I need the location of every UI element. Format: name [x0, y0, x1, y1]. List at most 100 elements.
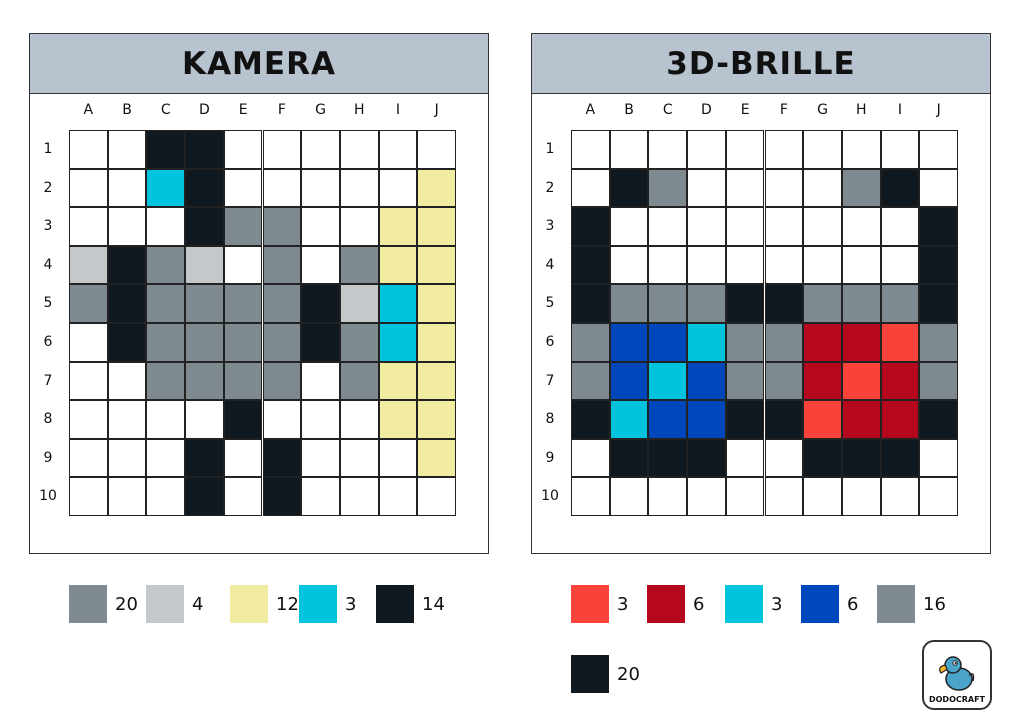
grid-cell-H6[interactable]: [841, 323, 881, 362]
grid-cell-A6[interactable]: [69, 323, 108, 362]
grid-cell-I4[interactable]: [880, 245, 920, 285]
grid-cell-G5[interactable]: [803, 284, 842, 323]
grid-cell-I5[interactable]: [880, 284, 920, 323]
grid-cell-D10[interactable]: [687, 477, 726, 516]
grid-cell-A2[interactable]: [571, 168, 610, 208]
grid-cell-B8[interactable]: [609, 400, 649, 439]
grid-cell-E5[interactable]: [223, 284, 263, 323]
grid-cell-G9[interactable]: [803, 438, 842, 478]
grid-cell-J3[interactable]: [417, 207, 456, 246]
grid-cell-I1[interactable]: [378, 130, 418, 169]
grid-cell-J9[interactable]: [417, 438, 456, 478]
grid-cell-F7[interactable]: [262, 361, 302, 401]
grid-cell-H2[interactable]: [841, 168, 881, 208]
grid-cell-C3[interactable]: [648, 207, 688, 246]
grid-cell-I9[interactable]: [378, 438, 418, 478]
grid-cell-A6[interactable]: [571, 323, 610, 362]
grid-cell-C8[interactable]: [648, 400, 688, 439]
grid-cell-A9[interactable]: [69, 438, 108, 478]
grid-cell-B3[interactable]: [107, 207, 147, 246]
grid-cell-G10[interactable]: [803, 477, 842, 516]
grid-cell-H2[interactable]: [339, 168, 379, 208]
grid-cell-I4[interactable]: [378, 245, 418, 285]
grid-cell-B1[interactable]: [609, 130, 649, 169]
grid-cell-C9[interactable]: [146, 438, 186, 478]
grid-cell-A4[interactable]: [571, 245, 610, 285]
grid-cell-F1[interactable]: [262, 130, 302, 169]
grid-cell-G3[interactable]: [803, 207, 842, 246]
grid-cell-G8[interactable]: [301, 400, 340, 439]
grid-cell-F6[interactable]: [262, 323, 302, 362]
grid-cell-D7[interactable]: [185, 361, 224, 401]
grid-cell-I6[interactable]: [880, 323, 920, 362]
grid-cell-A7[interactable]: [571, 361, 610, 401]
grid-cell-D1[interactable]: [687, 130, 726, 169]
grid-cell-G6[interactable]: [803, 323, 842, 362]
grid-cell-B5[interactable]: [107, 284, 147, 323]
grid-cell-F4[interactable]: [764, 245, 804, 285]
grid-cell-E3[interactable]: [223, 207, 263, 246]
grid-cell-G7[interactable]: [301, 361, 340, 401]
grid-cell-F8[interactable]: [764, 400, 804, 439]
grid-cell-A9[interactable]: [571, 438, 610, 478]
grid-cell-G1[interactable]: [803, 130, 842, 169]
grid-cell-H9[interactable]: [841, 438, 881, 478]
grid-cell-C4[interactable]: [146, 245, 186, 285]
grid-cell-A3[interactable]: [69, 207, 108, 246]
grid-cell-C4[interactable]: [648, 245, 688, 285]
grid-cell-F8[interactable]: [262, 400, 302, 439]
grid-cell-B10[interactable]: [107, 477, 147, 516]
grid-cell-J2[interactable]: [417, 168, 456, 208]
grid-cell-C9[interactable]: [648, 438, 688, 478]
grid-cell-C5[interactable]: [146, 284, 186, 323]
grid-cell-D8[interactable]: [185, 400, 224, 439]
grid-cell-F1[interactable]: [764, 130, 804, 169]
grid-cell-I3[interactable]: [880, 207, 920, 246]
grid-cell-E2[interactable]: [725, 168, 765, 208]
grid-cell-C6[interactable]: [146, 323, 186, 362]
grid-cell-B5[interactable]: [609, 284, 649, 323]
grid-cell-G4[interactable]: [301, 245, 340, 285]
grid-cell-F5[interactable]: [764, 284, 804, 323]
grid-cell-J6[interactable]: [919, 323, 958, 362]
grid-cell-G8[interactable]: [803, 400, 842, 439]
grid-cell-H8[interactable]: [339, 400, 379, 439]
grid-cell-F10[interactable]: [764, 477, 804, 516]
grid-cell-D9[interactable]: [687, 438, 726, 478]
grid-cell-H7[interactable]: [339, 361, 379, 401]
grid-cell-F9[interactable]: [262, 438, 302, 478]
grid-cell-H6[interactable]: [339, 323, 379, 362]
grid-cell-D4[interactable]: [185, 245, 224, 285]
grid-cell-F7[interactable]: [764, 361, 804, 401]
grid-cell-D2[interactable]: [185, 168, 224, 208]
grid-cell-J4[interactable]: [919, 245, 958, 285]
grid-cell-E5[interactable]: [725, 284, 765, 323]
grid-cell-B6[interactable]: [107, 323, 147, 362]
grid-cell-J1[interactable]: [919, 130, 958, 169]
grid-cell-E7[interactable]: [223, 361, 263, 401]
grid-cell-F2[interactable]: [764, 168, 804, 208]
grid-cell-F6[interactable]: [764, 323, 804, 362]
grid-cell-H3[interactable]: [841, 207, 881, 246]
grid-cell-E6[interactable]: [725, 323, 765, 362]
grid-cell-I5[interactable]: [378, 284, 418, 323]
grid-cell-H3[interactable]: [339, 207, 379, 246]
grid-cell-H7[interactable]: [841, 361, 881, 401]
grid-cell-H5[interactable]: [339, 284, 379, 323]
grid-cell-B7[interactable]: [609, 361, 649, 401]
grid-cell-J6[interactable]: [417, 323, 456, 362]
grid-cell-H10[interactable]: [339, 477, 379, 516]
grid-cell-G5[interactable]: [301, 284, 340, 323]
grid-cell-A10[interactable]: [69, 477, 108, 516]
grid-cell-H4[interactable]: [339, 245, 379, 285]
grid-cell-E10[interactable]: [223, 477, 263, 516]
grid-cell-F3[interactable]: [764, 207, 804, 246]
grid-cell-G10[interactable]: [301, 477, 340, 516]
grid-cell-G2[interactable]: [301, 168, 340, 208]
grid-cell-H8[interactable]: [841, 400, 881, 439]
grid-cell-C1[interactable]: [648, 130, 688, 169]
grid-cell-G2[interactable]: [803, 168, 842, 208]
grid-cell-A2[interactable]: [69, 168, 108, 208]
grid-cell-C7[interactable]: [648, 361, 688, 401]
grid-cell-J8[interactable]: [919, 400, 958, 439]
